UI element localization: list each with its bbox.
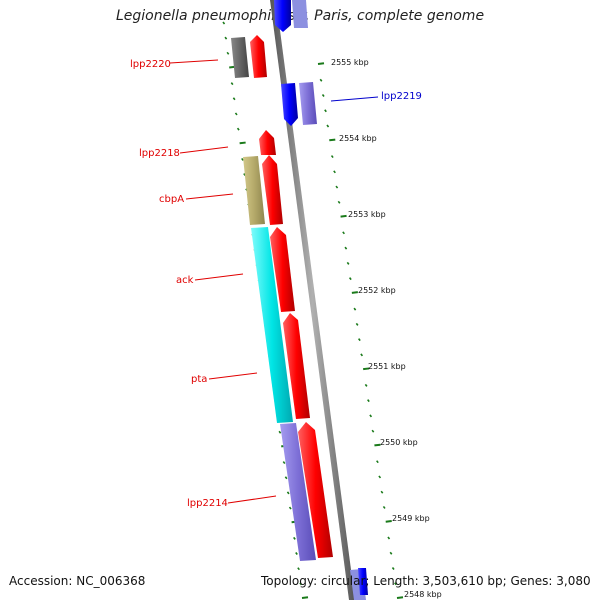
outer-minor-tick (324, 109, 327, 113)
inner-minor-tick (241, 157, 244, 161)
gene-top-blue-2 (292, 0, 308, 28)
inner-minor-tick (282, 461, 286, 465)
tick-label-2549: 2549 kbp (392, 514, 430, 523)
inner-minor-tick (288, 506, 292, 510)
outer-minor-tick (380, 490, 384, 494)
gene-lpp2219-blue (281, 83, 298, 126)
outer-minor-tick (394, 582, 397, 586)
outer-minor-tick (353, 307, 357, 311)
outer-minor-tick (326, 124, 330, 128)
outer-major-tick (317, 62, 325, 65)
outer-minor-tick (337, 200, 341, 204)
inner-minor-tick (286, 491, 290, 495)
inner-minor-tick (299, 582, 303, 586)
inner-major-tick (301, 596, 309, 599)
gene-label-pta: pta (191, 374, 207, 385)
inner-minor-tick (236, 127, 240, 131)
accession-text: Accession: NC_006368 (9, 574, 146, 588)
gene-lpp2214-purple (280, 423, 316, 561)
outer-minor-tick (364, 383, 368, 387)
tick-label-2554: 2554 kbp (339, 134, 377, 143)
inner-minor-tick (230, 82, 234, 86)
leader-line-lpp2214 (227, 495, 277, 504)
outer-major-tick (363, 367, 370, 371)
outer-minor-tick (335, 185, 339, 189)
outer-minor-tick (346, 261, 350, 265)
tick-label-2552: 2552 kbp (358, 286, 396, 295)
tick-label-2548: 2548 kbp (404, 590, 442, 599)
leader-line-cbpA (185, 193, 234, 200)
outer-major-tick (374, 443, 381, 447)
gene-lpp2214-red (298, 422, 333, 558)
outer-minor-tick (319, 78, 323, 82)
leader-line-lpp2220 (169, 59, 219, 64)
inner-major-tick (239, 141, 246, 145)
gene-bottom-blue-2 (358, 568, 368, 595)
outer-minor-tick (369, 414, 373, 418)
outer-major-tick (351, 291, 358, 294)
outer-major-tick (340, 214, 347, 218)
genome-backbone (270, 0, 355, 600)
outer-minor-tick (360, 353, 364, 357)
inner-minor-tick (297, 567, 300, 571)
tick-label-2550: 2550 kbp (380, 438, 418, 447)
outer-minor-tick (391, 567, 395, 570)
gene-label-cbpA: cbpA (159, 194, 184, 205)
outer-minor-tick (389, 551, 393, 555)
inner-minor-tick (222, 21, 226, 25)
tick-label-2555: 2555 kbp (331, 58, 369, 67)
gene-label-lpp2218: lpp2218 (139, 148, 180, 159)
leader-line-ack (194, 273, 244, 281)
outer-minor-tick (376, 460, 379, 464)
tick-label-2551: 2551 kbp (368, 362, 406, 371)
outer-minor-tick (330, 155, 334, 159)
outer-minor-tick (367, 399, 370, 403)
inner-minor-tick (234, 112, 238, 116)
gene-lpp2220-red (250, 35, 267, 78)
gene-lpp2218 (259, 130, 276, 155)
gene-cbpA-red (262, 155, 283, 225)
gene-cyan-block (251, 227, 293, 423)
inner-minor-tick (293, 536, 296, 540)
outer-major-tick (396, 596, 404, 599)
gene-top-blue-1 (274, 0, 291, 32)
genome-summary-text: Topology: circular; Length: 3,503,610 bp… (261, 574, 591, 588)
gene-label-lpp2219: lpp2219 (381, 91, 422, 102)
gene-cbpA-khaki (243, 156, 265, 225)
inner-minor-tick (224, 36, 228, 40)
outer-major-tick (385, 520, 392, 523)
outer-minor-tick (348, 277, 352, 281)
outer-minor-tick (387, 536, 391, 540)
leader-line-lpp2218 (179, 146, 229, 154)
gene-label-ack: ack (176, 275, 194, 286)
inner-minor-tick (232, 97, 236, 101)
gene-label-lpp2220: lpp2220 (130, 59, 171, 70)
inner-minor-tick (226, 51, 230, 55)
leader-line-lpp2219 (330, 96, 379, 102)
outer-minor-tick (333, 170, 336, 174)
leader-line-pta (208, 372, 258, 380)
outer-minor-tick (371, 429, 375, 433)
outer-minor-tick (357, 338, 361, 342)
gene-label-lpp2214: lpp2214 (187, 498, 228, 509)
gene-ack-red (270, 227, 295, 312)
outer-major-tick (329, 138, 336, 142)
outer-minor-tick (344, 246, 348, 250)
inner-minor-tick (284, 476, 288, 480)
inner-minor-tick (278, 430, 282, 434)
inner-minor-tick (295, 552, 298, 556)
gene-lpp2219-purple (299, 82, 317, 125)
outer-minor-tick (321, 94, 325, 97)
outer-minor-tick (382, 505, 386, 509)
tick-label-2553: 2553 kbp (348, 210, 386, 219)
gene-pta-red (283, 313, 310, 419)
tick-marks-outer (317, 62, 404, 599)
gene-lpp2220-gray (231, 37, 249, 78)
outer-minor-tick (378, 475, 382, 479)
outer-minor-tick (342, 231, 345, 235)
outer-minor-tick (355, 322, 359, 326)
